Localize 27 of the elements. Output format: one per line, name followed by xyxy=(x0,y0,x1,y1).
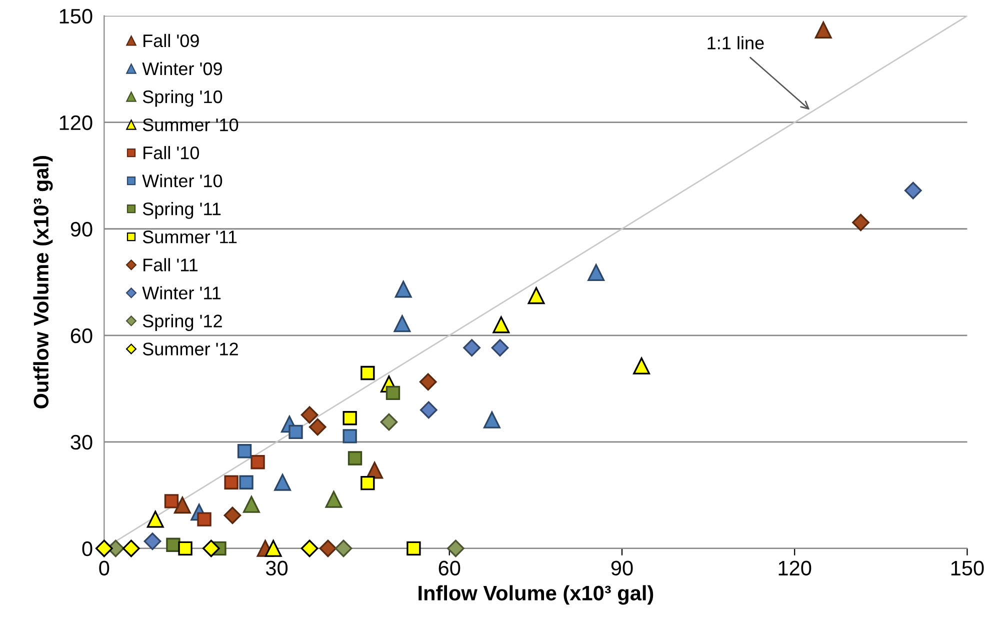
x-tick-label: 150 xyxy=(951,560,984,576)
x-tick-label: 90 xyxy=(611,560,633,576)
legend-label: Fall '10 xyxy=(144,146,200,160)
legend-label: Spring '12 xyxy=(142,314,222,331)
legend-label: Winter '09 xyxy=(142,62,222,76)
y-tick-label: 120 xyxy=(60,115,92,130)
x-tick-label: 120 xyxy=(778,560,812,576)
y-tick-label: 0 xyxy=(82,541,92,556)
legend-label: Fall '11 xyxy=(144,258,198,272)
legend-label: Summer '12 xyxy=(142,342,238,356)
legend-label: Spring '11 xyxy=(142,202,221,219)
legend-label: Spring '10 xyxy=(142,90,222,107)
y-tick-label: 150 xyxy=(60,8,92,24)
legend-label: Fall '09 xyxy=(144,34,199,48)
x-tick-label: 30 xyxy=(266,560,288,576)
y-tick-label: 60 xyxy=(70,328,92,344)
x-axis-title: Inflow Volume (x10³ gal) xyxy=(418,585,654,605)
legend-label: Summer '10 xyxy=(142,118,238,132)
legend-label: Winter '11 xyxy=(142,286,221,300)
annotation: 1:1 line xyxy=(708,36,764,50)
legend-label: Summer '11 xyxy=(142,230,237,244)
x-tick-label: 60 xyxy=(438,560,460,576)
y-tick-label: 30 xyxy=(70,434,92,450)
x-tick-label: 0 xyxy=(99,560,110,576)
legend-label: Winter '10 xyxy=(142,174,222,188)
y-axis-title: Outflow Volume (x10³ gal) xyxy=(33,156,53,408)
y-tick-label: 90 xyxy=(70,222,92,237)
